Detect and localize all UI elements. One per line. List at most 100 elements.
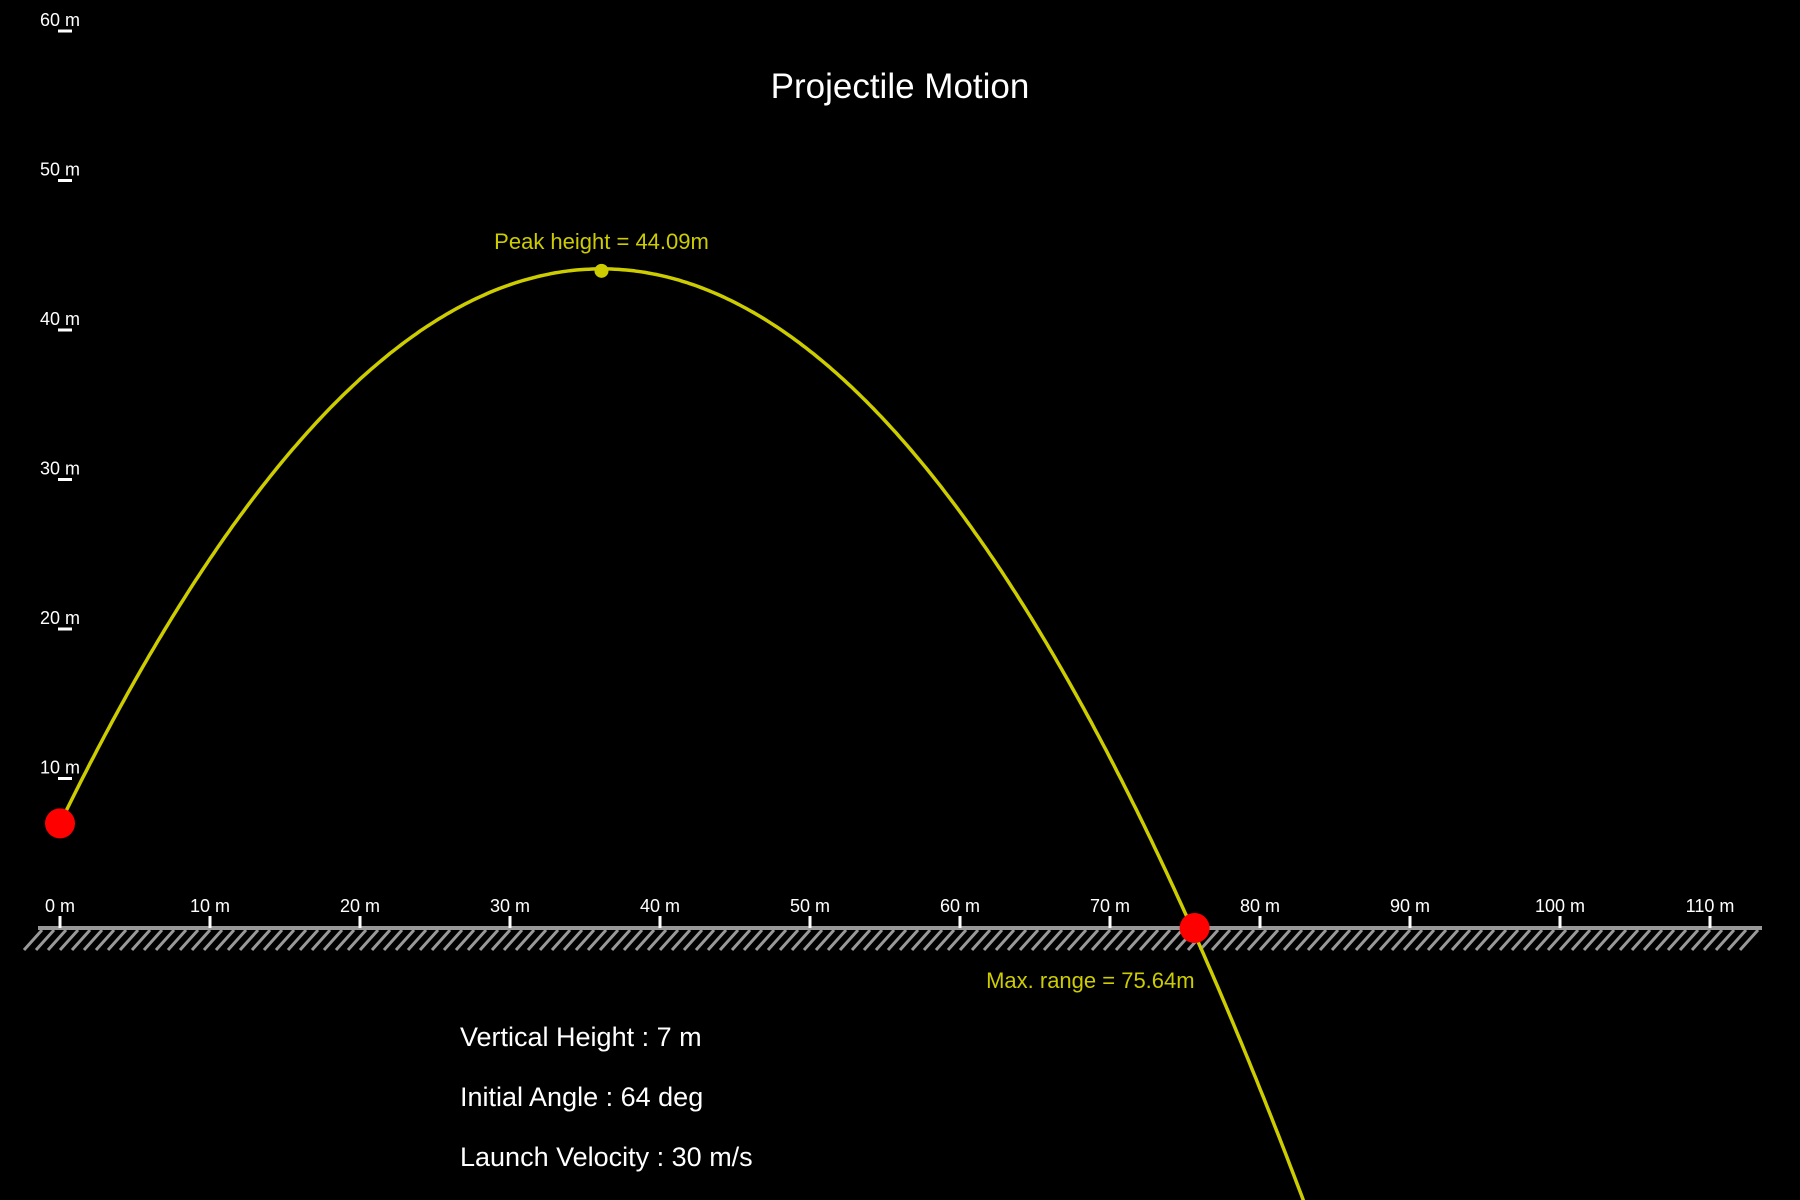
ground-hatch — [1438, 928, 1460, 952]
ground-hatch — [1318, 928, 1340, 952]
ground-hatch — [322, 928, 344, 952]
ground-hatch — [910, 928, 932, 952]
ground-hatch — [1378, 928, 1400, 952]
peak-height-label: Peak height = 44.09m — [494, 229, 709, 254]
ground-hatch — [346, 928, 368, 952]
initial-angle-readout: Initial Angle : 64 deg — [460, 1082, 704, 1112]
ground-hatch — [1690, 928, 1712, 952]
ground-hatch — [310, 928, 332, 952]
x-tick-label: 100 m — [1535, 896, 1585, 916]
ground-hatch — [442, 928, 464, 952]
ground-hatch — [646, 928, 668, 952]
ground-hatch — [682, 928, 704, 952]
markers: Peak height = 44.09m Max. range = 75.64m — [45, 229, 1210, 993]
ground-hatch — [610, 928, 632, 952]
ground-hatch — [1102, 928, 1124, 952]
y-tick-label: 20 m — [40, 608, 80, 628]
ground-hatch — [1534, 928, 1556, 952]
ground-hatch — [94, 928, 116, 952]
ground-hatch — [1222, 928, 1244, 952]
ground-hatch — [1582, 928, 1604, 952]
ground-hatch — [694, 928, 716, 952]
ground-hatch — [1246, 928, 1268, 952]
ground-hatch — [1642, 928, 1664, 952]
ground-hatch — [154, 928, 176, 952]
ground-hatch — [34, 928, 56, 952]
ground-hatch — [1606, 928, 1628, 952]
launch-velocity-readout: Launch Velocity : 30 m/s — [460, 1142, 753, 1172]
ground-hatch — [298, 928, 320, 952]
ground-hatch — [538, 928, 560, 952]
ground-hatch — [1366, 928, 1388, 952]
trajectory-line — [58, 267, 1306, 1200]
ground-hatch — [946, 928, 968, 952]
x-axis: 0 m 10 m 20 m 30 m 40 m 50 m 60 m 70 m 80 m 90 m 1… — [45, 896, 1734, 928]
ground-hatch — [874, 928, 896, 952]
ground-hatch — [1030, 928, 1052, 952]
ground-hatch — [706, 928, 728, 952]
y-tick-label: 60 m — [40, 10, 80, 30]
ground-hatch — [214, 928, 236, 952]
ground-hatch — [1006, 928, 1028, 952]
ground-hatch — [1546, 928, 1568, 952]
ground-hatch — [1150, 928, 1172, 952]
ground-hatch — [202, 928, 224, 952]
ground-hatch — [1666, 928, 1688, 952]
ground-hatch — [1402, 928, 1424, 952]
vertical-height-readout: Vertical Height : 7 m — [460, 1022, 702, 1052]
ground-hatch — [370, 928, 392, 952]
ground-hatch — [1078, 928, 1100, 952]
vertical-height-value: 7 m — [656, 1022, 702, 1052]
landing-point — [1179, 913, 1210, 943]
x-tick-label: 110 m — [1686, 896, 1735, 916]
ground-hatch — [634, 928, 656, 952]
ground-hatch — [1618, 928, 1640, 952]
ground-hatch — [1210, 928, 1232, 952]
ground-hatch — [262, 928, 284, 952]
x-tick-label: 80 m — [1240, 896, 1280, 916]
ground-hatch — [886, 928, 908, 952]
ground-hatch — [490, 928, 512, 952]
ground-hatch — [1270, 928, 1292, 952]
ground-hatch — [130, 928, 152, 952]
ground-hatch — [1354, 928, 1376, 952]
ground-hatch — [1486, 928, 1508, 952]
ground-hatch — [454, 928, 476, 952]
ground-hatch — [1018, 928, 1040, 952]
ground-hatch — [1282, 928, 1304, 952]
ground-hatch — [70, 928, 92, 952]
ground-hatch — [994, 928, 1016, 952]
ground-hatch — [982, 928, 1004, 952]
ground-hatch — [1054, 928, 1076, 952]
ground-hatch — [1126, 928, 1148, 952]
ground-hatch — [286, 928, 308, 952]
ground-hatch — [502, 928, 524, 952]
ground-hatch — [406, 928, 428, 952]
y-axis: 10 m 20 m 30 m 40 m 50 m 60 m — [40, 10, 80, 780]
ground-hatch — [1342, 928, 1364, 952]
x-tick-label: 90 m — [1390, 896, 1430, 916]
x-tick-label: 0 m — [45, 896, 75, 916]
ground-hatch — [898, 928, 920, 952]
ground-hatch — [418, 928, 440, 952]
ground-hatch — [1462, 928, 1484, 952]
ground-hatch — [1630, 928, 1652, 952]
ground-hatch — [1114, 928, 1136, 952]
ground-hatch — [586, 928, 608, 952]
ground-hatch — [1654, 928, 1676, 952]
ground-hatch — [658, 928, 680, 952]
ground-hatch — [1294, 928, 1316, 952]
ground-hatch — [1726, 928, 1748, 952]
x-tick-label: 70 m — [1090, 896, 1130, 916]
ground-hatch — [466, 928, 488, 952]
ground-hatch — [754, 928, 776, 952]
ground-hatch — [1558, 928, 1580, 952]
ground-hatch — [958, 928, 980, 952]
ground-hatch — [526, 928, 548, 952]
x-tick-label: 10 m — [190, 896, 230, 916]
ground — [22, 926, 1762, 952]
y-tick-label: 10 m — [40, 758, 80, 778]
x-tick-label: 40 m — [640, 896, 680, 916]
y-tick-label: 40 m — [40, 309, 80, 329]
